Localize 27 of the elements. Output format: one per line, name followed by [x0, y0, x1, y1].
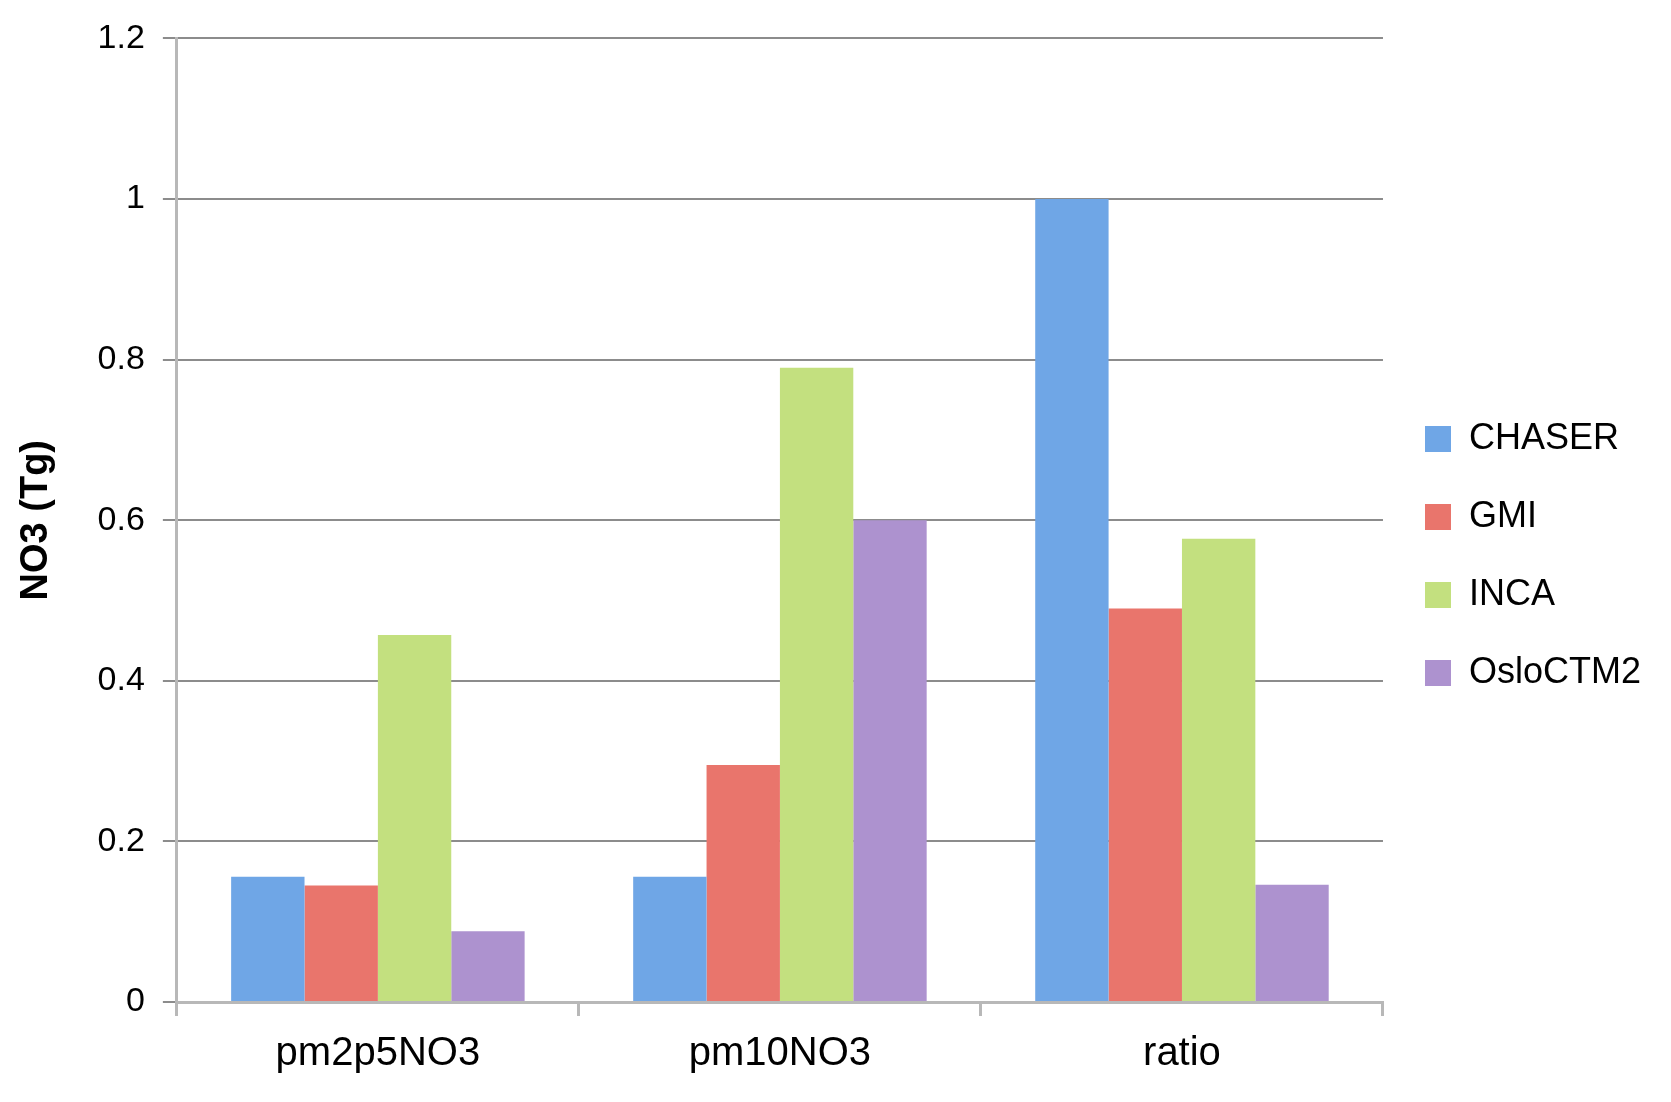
bar	[304, 885, 378, 1001]
bar	[1255, 884, 1329, 1001]
legend-label: GMI	[1468, 493, 1537, 535]
y-tick-label: 0.2	[97, 819, 145, 858]
bar	[853, 520, 927, 1001]
bar	[779, 367, 854, 1001]
bar	[706, 765, 780, 1001]
x-tick-label: pm10NO3	[688, 1029, 872, 1074]
legend-label: INCA	[1468, 571, 1555, 613]
bar	[633, 876, 707, 1001]
x-tick-label: ratio	[1143, 1029, 1221, 1074]
x-tick-label: pm2p5NO3	[275, 1029, 481, 1074]
legend-label: CHASER	[1468, 415, 1620, 457]
y-tick-label: 0	[125, 980, 145, 1019]
bar	[1181, 538, 1256, 1001]
y-tick-label: 1	[125, 177, 145, 216]
y-tick-label: 1.2	[97, 16, 145, 55]
y-tick-label: 0.6	[97, 498, 145, 537]
y-axis-title: NO3 (Tg)	[13, 439, 56, 601]
bar	[377, 635, 452, 1001]
y-tick-label: 0.8	[97, 337, 145, 376]
bar	[231, 876, 305, 1001]
legend-label: OsloCTM2	[1468, 649, 1642, 691]
y-tick-label: 0.4	[97, 659, 145, 698]
bar	[1035, 199, 1109, 1001]
bar	[451, 931, 525, 1001]
bar	[1108, 608, 1182, 1001]
